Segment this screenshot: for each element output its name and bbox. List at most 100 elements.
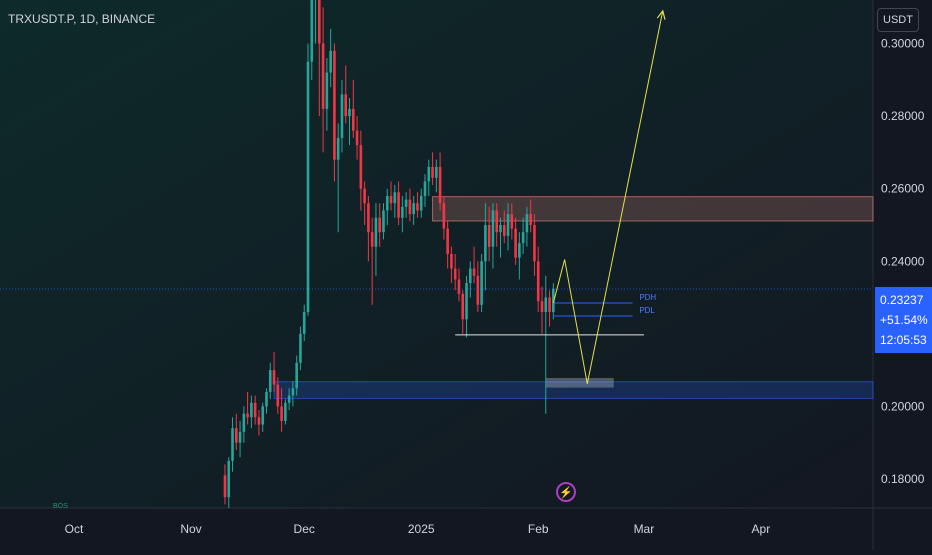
candle-44 [389,181,393,211]
candle-52 [419,188,423,218]
last-price-label: 0.23237 +51.54% 12:05:53 [875,287,932,353]
candle-body [491,210,495,247]
candle-13 [272,351,276,392]
candle-body [476,275,480,305]
candle-body [419,195,423,211]
candle-9 [257,410,261,436]
candle-body [514,228,517,258]
plot-background [0,0,873,508]
candle-body [423,181,427,196]
candle-body [382,210,385,233]
symbol-title[interactable]: TRXUSDT.P, 1D, BINANCE [8,12,156,26]
x-tick-label-1: Nov [180,522,201,536]
candle-20 [299,326,302,371]
candle-body [540,301,544,313]
candle-17 [287,388,291,411]
candle-60 [450,246,453,284]
candle-body [468,268,472,284]
candle-86 [548,290,551,327]
candle-28 [329,29,332,88]
candle-56 [435,159,438,193]
candle-body [446,228,449,254]
candle-22 [306,43,310,316]
candle-body [404,199,408,207]
candle-body [412,203,415,215]
level-label-pdl: PDL [639,306,655,315]
candle-body [344,94,348,117]
candle-body [250,402,253,418]
candle-32 [344,65,348,124]
candle-33 [348,97,351,146]
candle-72 [495,203,499,247]
event-bolt-icon[interactable]: ⚡ [556,482,576,502]
candle-body [442,203,446,229]
candle-body [408,199,412,215]
candle-18 [291,381,295,407]
candle-2 [231,417,234,472]
x-tick-label-2: Dec [294,522,315,536]
candle-body [453,268,457,280]
candle-81 [529,199,532,233]
candle-body [302,312,306,334]
candle-77 [514,217,517,265]
candle-body [438,166,442,204]
candle-body [389,195,393,204]
candle-3 [234,413,238,450]
candle-31 [340,79,344,153]
candle-body [284,402,287,421]
y-tick-label-1: 0.28000 [881,109,925,123]
candle-55 [431,152,434,186]
candle-34 [351,79,355,138]
candle-body [435,166,438,178]
candle-57 [438,152,442,211]
candle-body [367,203,370,233]
candle-body [306,61,310,313]
candle-body [223,475,227,498]
candle-body [299,333,302,363]
candle-38 [367,195,370,262]
candle-body [427,166,431,182]
candle-body [238,431,242,443]
candle-body [253,402,257,418]
candle-1 [227,457,231,508]
candle-body [265,391,268,407]
candle-79 [521,217,525,254]
last-price-value: 0.23237 [880,293,924,307]
currency-button[interactable]: USDT [877,8,919,32]
candle-body [261,406,265,425]
candle-body [397,192,400,218]
candle-36 [359,130,363,211]
candle-body [295,362,298,389]
y-tick-label-3: 0.24000 [881,254,925,268]
candle-71 [491,203,495,269]
candle-4 [238,420,242,458]
candle-body [374,217,378,247]
candle-body [340,94,344,138]
candle-39 [370,217,374,305]
y-tick-label-2: 0.26000 [881,182,925,196]
price-change-percent: +51.54% [880,313,928,327]
candle-body [363,188,366,204]
candle-body [431,166,434,178]
zone-resistance [432,196,874,222]
candle-body [359,145,363,189]
x-tick-label-6: Apr [752,522,771,536]
candle-67 [476,261,480,313]
candle-76 [510,203,514,240]
candle-body [385,195,389,211]
candle-body [333,50,336,160]
candle-29 [333,43,336,182]
candle-6 [246,391,249,425]
candle-body [321,43,325,109]
candle-12 [268,362,272,400]
candle-body [401,206,404,218]
x-tick-label-0: Oct [65,522,84,536]
bar-countdown: 12:05:53 [880,333,927,347]
candle-35 [355,116,359,160]
highlight-box [545,378,614,388]
candle-body [506,214,510,236]
candle-15 [280,388,283,432]
candle-62 [457,268,461,302]
